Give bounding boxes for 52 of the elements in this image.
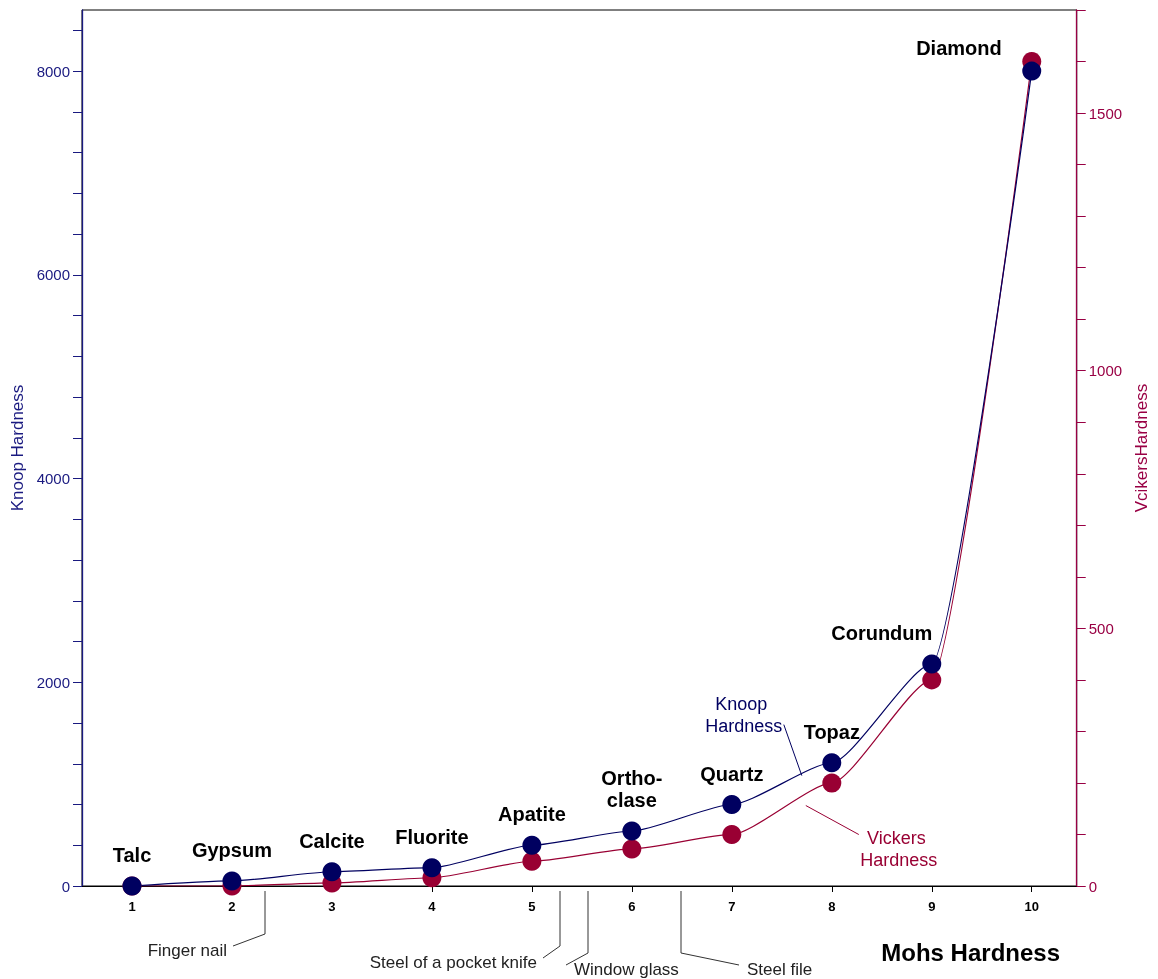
x-tick-label: 4 [428,899,437,914]
x-tick-label: 6 [628,899,636,914]
y2-tick-label: 0 [1088,877,1098,895]
text: Steel file [747,959,813,979]
point [222,871,242,891]
point [622,839,642,859]
y-tick-label: 6000 [36,266,70,284]
x-axis-title: Mohs Hardness [881,938,1061,966]
point [822,773,842,793]
y2-axis-title: VcikersHardness [1132,383,1151,513]
x-tick-label: 8 [828,899,836,914]
annotation: Gypsum [191,838,272,861]
point [1022,61,1042,81]
text: Steel of a pocket knife [369,952,537,972]
y-axis-title: Knoop Hardness [7,384,27,512]
x-tick-label: 3 [328,899,336,914]
annotation: Corundum [831,621,933,644]
x-tick-label: 7 [728,899,736,914]
annotation: Quartz [700,762,764,785]
annotation: Talc [112,844,152,866]
point [922,670,942,690]
point [822,753,842,773]
x-tick-label: 10 [1024,899,1039,914]
point [722,824,742,844]
y2-tick-label: 1000 [1088,362,1123,380]
y-tick-label: 2000 [36,673,70,691]
y2-tick-label: 500 [1088,619,1114,637]
annotation: Ortho- clase [601,767,663,811]
text: Vickers Hardness [860,827,938,870]
text: Finger nail [147,940,227,960]
y2-tick-label: 1500 [1088,104,1123,122]
x-tick-label: 9 [928,899,936,914]
annotation: Calcite [299,829,365,852]
point [922,654,942,674]
point [522,851,542,871]
annotation: Topaz [803,720,860,743]
x-tick-label: 1 [128,899,136,914]
y-tick-label: 4000 [36,470,70,488]
point [522,835,542,855]
y-tick-label: 8000 [36,62,70,80]
text: Window glass [574,959,679,979]
point [722,795,742,815]
point [422,858,442,878]
x-tick-label: 2 [228,899,236,914]
point [622,821,642,841]
point [322,862,342,882]
text: Knoop Hardness [705,693,783,736]
annotation: Apatite [497,803,566,826]
annotation: Fluorite [395,825,469,848]
y-tick-label: 0 [61,877,70,895]
annotation: Diamond [916,37,1002,60]
x-tick-label: 5 [528,899,536,914]
